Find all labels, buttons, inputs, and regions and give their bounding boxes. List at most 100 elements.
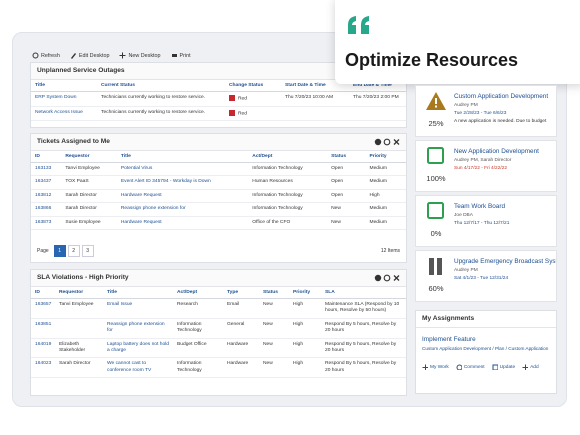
column-header[interactable]: Current Status — [97, 80, 225, 92]
table-row[interactable]: 163812 Sarah Director Hardware Request Info… — [31, 189, 406, 204]
table-cell: High — [365, 189, 406, 204]
cell-text: High — [293, 361, 304, 367]
toolbar-icon — [32, 52, 39, 59]
column-header[interactable]: Requestor — [55, 287, 103, 299]
header-row: ID Requestor Title Act/Dept Status Priority — [31, 151, 406, 163]
column-header[interactable]: Change Status — [225, 80, 281, 92]
assignment-action[interactable]: Add — [522, 364, 539, 370]
table-row[interactable]: 164019 Elizabeth Stakeholder Laptop batter… — [31, 338, 406, 359]
project-status-icon — [427, 147, 444, 164]
table-cell: TOX PaaS — [61, 175, 117, 190]
project-people: Audrey PM — [454, 103, 478, 108]
toolbar-button[interactable]: Edit Desktop — [70, 52, 110, 59]
project-percent: 60% — [428, 284, 444, 293]
table-cell: Reassign phone extension for — [103, 318, 173, 339]
column-header[interactable]: Title — [103, 287, 173, 299]
page-button[interactable]: 2 — [67, 245, 80, 257]
page-button[interactable]: 1 — [53, 245, 66, 257]
cell-text: High — [369, 192, 380, 198]
table-row[interactable]: 163133 Tanvi Employee Potential Virus Infor… — [31, 162, 406, 177]
toolbar-button[interactable]: Refresh — [32, 52, 60, 59]
table-row[interactable]: 163866 Sarah Director Reassign phone exten… — [31, 202, 406, 217]
column-header[interactable]: Status — [259, 287, 289, 299]
table-cell — [55, 318, 103, 339]
table-cell: Hardware — [223, 357, 259, 379]
column-header[interactable]: Title — [116, 151, 249, 163]
cell-text: Medium — [369, 166, 387, 171]
column-header[interactable]: SLA — [321, 287, 406, 299]
toolbar-label: Edit Desktop — [78, 52, 110, 59]
assignment-action[interactable]: Update — [492, 364, 515, 370]
project-card[interactable]: 100% New Application Development Audrey PM… — [415, 140, 557, 192]
panel-icons[interactable] — [374, 274, 400, 282]
project-title: Team Work Board — [454, 203, 506, 210]
table-row[interactable]: 163657 Tanvi Employee Email Issue Research E… — [31, 298, 406, 319]
table-cell: 163437 — [31, 175, 62, 190]
table-cell: Human Resources — [248, 175, 328, 190]
column-header[interactable]: Priority — [289, 287, 321, 299]
project-title: Custom Application Development — [454, 93, 549, 100]
cell-text: Thu 7/20/23 2:00 PM — [353, 95, 399, 100]
table-cell: New — [327, 216, 366, 231]
cell-text: Human Resources — [252, 179, 293, 185]
project-percent: 0% — [430, 229, 442, 238]
table-cell: Thu 7/20/23 2:00 PM — [349, 91, 406, 107]
table-body: 163133 Tanvi Employee Potential Virus Infor… — [31, 162, 406, 231]
table-cell: Open — [327, 162, 366, 177]
cell-text: Medium — [369, 219, 387, 225]
column-header[interactable]: ID — [31, 287, 55, 299]
table-cell: Potential Virus — [116, 162, 249, 177]
cell-text: General — [227, 321, 245, 327]
project-card[interactable]: 60% Upgrade Emergency Broadcast System Aud… — [415, 250, 557, 302]
table-cell: Hardware Request — [116, 216, 249, 231]
table-cell: Medium — [365, 162, 406, 177]
table-row[interactable]: 163873 Susie Employee Hardware Request Offi… — [31, 216, 406, 231]
toolbar-button[interactable]: New Desktop — [119, 52, 161, 59]
column-header[interactable]: ID — [31, 151, 62, 163]
column-header[interactable]: Act/Dept — [173, 287, 223, 299]
column-header[interactable]: End Date & Time — [349, 80, 406, 92]
column-header[interactable]: Priority — [365, 151, 406, 163]
toolbar-button[interactable]: Print — [171, 52, 191, 59]
status-swatch — [229, 109, 235, 116]
table-row[interactable]: ERP System Down Technicians currently wor… — [31, 91, 406, 107]
cell-text: Research — [177, 302, 198, 307]
table-row[interactable]: 163851 Reassign phone extension for Inform… — [31, 318, 406, 339]
table-row[interactable]: 164023 Sarah Director We cannot cast to co… — [31, 357, 406, 379]
cell-text: Susie Employee — [65, 219, 101, 225]
table-cell: Red — [225, 106, 281, 122]
action-label: Update — [499, 364, 516, 370]
project-card[interactable]: 25% Custom Application Development Audrey … — [415, 85, 557, 137]
table-cell: Office of the CFO — [248, 216, 328, 231]
assignment-title[interactable]: Implement Feature — [422, 336, 476, 343]
table-cell: General — [223, 318, 259, 339]
page-button[interactable]: 3 — [81, 245, 94, 257]
column-header[interactable]: Status — [327, 151, 366, 163]
assignment-action[interactable]: My Work — [422, 364, 449, 370]
project-title: New Application Development — [454, 148, 539, 155]
table-cell: Sarah Director — [55, 357, 103, 379]
cell-text: Information Technology — [177, 321, 202, 334]
toolbar-icon — [119, 52, 126, 59]
table-cell: New — [259, 298, 289, 319]
action-label: My Work — [430, 364, 449, 370]
header-row: ID Requestor Title Act/Dept Type Status Priori… — [31, 287, 406, 299]
column-header[interactable]: Start Date & Time — [281, 80, 349, 92]
panel-icons[interactable] — [374, 138, 400, 146]
column-header[interactable]: Act/Dept — [248, 151, 328, 163]
table-row[interactable]: 163437 TOX PaaS Event Alert ID 345794 - Wo… — [31, 175, 406, 190]
table-cell — [281, 106, 349, 122]
column-header[interactable]: Requestor — [61, 151, 117, 163]
project-card[interactable]: 0% Team Work Board Joe DBA Thu 12/7/17 - Th… — [415, 195, 557, 247]
table-cell: Hardware Request — [116, 189, 249, 204]
table-cell: Research — [173, 298, 223, 319]
cell-text: High — [293, 302, 304, 307]
column-header[interactable]: Type — [223, 287, 259, 299]
table-row[interactable]: Network Access Issue Technicians currentl… — [31, 106, 406, 122]
project-note: A new application is needed. Due to budg… — [454, 119, 547, 124]
project-dates: Sat 4/1/23 - Tue 12/31/24 — [454, 276, 509, 281]
column-header[interactable]: Title — [31, 80, 97, 92]
assignment-action[interactable]: Comment — [456, 364, 485, 370]
header-row: Title Current Status Change Status Start Da… — [31, 80, 406, 92]
cell-text: Potential Virus — [120, 166, 153, 171]
